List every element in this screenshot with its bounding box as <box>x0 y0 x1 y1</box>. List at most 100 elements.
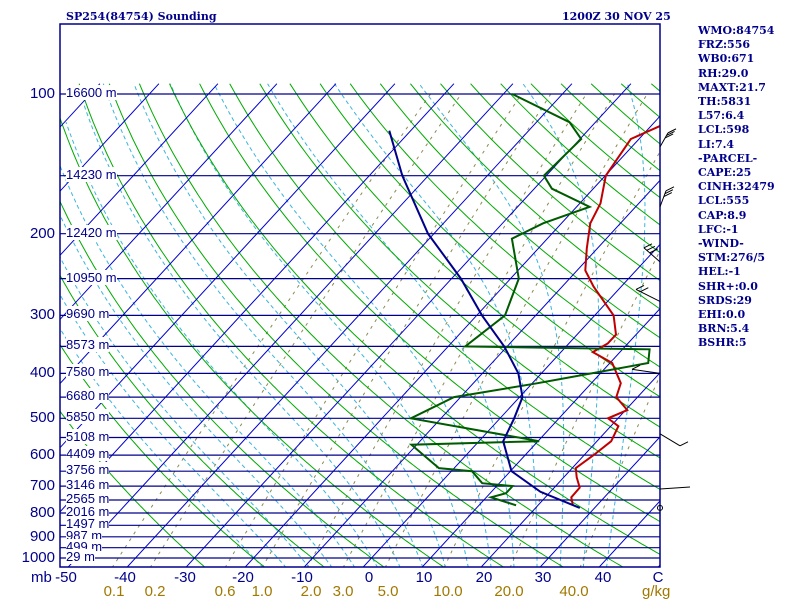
mixing-ratio-line <box>342 93 615 567</box>
stat-line: SRDS:29 <box>698 293 752 307</box>
mixing-ratio-tick-label: 5.0 <box>377 583 399 600</box>
isotherm-line <box>60 83 219 257</box>
height-label: 9690 m <box>66 306 110 322</box>
pressure-tick-label: 900 <box>29 527 55 545</box>
wind-barb <box>635 285 661 302</box>
dry-adiabat-line <box>410 83 660 310</box>
height-label: 2016 m <box>66 504 110 520</box>
stat-line: HEL:-1 <box>698 265 741 279</box>
wind-barb <box>659 433 689 447</box>
dry-adiabat-line <box>772 84 800 568</box>
isotherm-line <box>67 83 514 567</box>
mixing-ratio-tick-label: 40.0 <box>559 583 589 600</box>
dry-adiabat-line <box>199 83 660 523</box>
dry-adiabat-line <box>319 83 660 398</box>
stat-line: WB0:671 <box>698 52 755 66</box>
temperature-tick-label: 40 <box>594 569 612 586</box>
dry-adiabat-line <box>349 83 660 368</box>
height-label: 29 m <box>66 549 95 564</box>
temperature-tick-label: 0 <box>364 569 374 586</box>
stat-line: LCL:598 <box>698 123 750 137</box>
isobars <box>60 93 660 559</box>
stat-line: -PARCEL- <box>698 151 758 165</box>
stat-line: BRN:5.4 <box>698 322 750 336</box>
chart-title: SP254(84754) Sounding <box>66 10 217 23</box>
dry-adiabat-line <box>108 83 565 567</box>
mixing-ratio-line <box>384 93 648 567</box>
dry-adiabat-line <box>229 83 660 490</box>
height-label: 5850 m <box>66 409 110 425</box>
stat-line: CINH:32479 <box>698 180 775 194</box>
moist-adiabat-line <box>60 256 310 567</box>
height-label: 4409 m <box>66 446 110 462</box>
mixing-ratio-tick-label: 0.6 <box>214 583 236 600</box>
temperature-tick-label: -50 <box>55 569 77 586</box>
mixing-ratio-lines <box>111 93 660 567</box>
isotherm-line <box>60 83 337 385</box>
height-label: 8573 m <box>66 337 110 353</box>
stat-line: CAP:8.9 <box>698 208 747 222</box>
pressure-tick-label: 100 <box>29 85 55 102</box>
wind-barb <box>657 504 663 511</box>
pressure-tick-label: 200 <box>29 224 55 242</box>
isotherm-line <box>126 83 573 567</box>
mixing-ratio-tick-label: 0.2 <box>144 583 166 600</box>
mixing-ratio-tick-label: 2.0 <box>300 583 322 600</box>
stat-line: -WIND- <box>698 237 744 251</box>
pressure-tick-label: 700 <box>29 477 55 495</box>
dry-adiabat-line <box>169 83 660 555</box>
wind-barb <box>643 243 661 263</box>
mixing-ratio-tick-label: 1.0 <box>251 583 273 600</box>
frame-border <box>59 23 661 568</box>
height-label: 1497 m <box>66 516 110 532</box>
wind-barbs <box>631 128 691 511</box>
mixing-ratio-line <box>224 93 522 567</box>
profile-series <box>388 93 660 509</box>
moist-adiabat-line <box>102 83 424 567</box>
pressure-tick-label: 1000 <box>21 549 55 566</box>
isotherm-line <box>60 83 396 449</box>
temperature-tick-label: 20 <box>475 569 493 586</box>
dry-adiabat-line <box>379 83 660 339</box>
moist-adiabat-line <box>418 83 565 567</box>
height-label: 5108 m <box>66 428 110 444</box>
height-label: 2565 m <box>66 491 110 507</box>
moist-adiabat-line <box>65 122 378 567</box>
stat-line: CAPE:25 <box>698 166 752 180</box>
dry-adiabats <box>60 83 800 568</box>
stat-line: LI:7.4 <box>698 137 735 151</box>
temperature-tick-label: 30 <box>534 569 552 586</box>
mixing-ratio-unit-label: g/kg <box>642 583 671 600</box>
isotherm-line <box>421 307 660 567</box>
temperature-tick-label: -20 <box>232 569 254 586</box>
stat-line: L57:6.4 <box>698 109 745 123</box>
pressure-tick-label: 500 <box>29 409 55 427</box>
height-label: 6680 m <box>66 388 110 404</box>
stat-line: LFC:-1 <box>698 222 739 236</box>
temperature-tick-label: -30 <box>174 569 196 586</box>
height-label: 10950 m <box>66 269 117 285</box>
pressure-tick-label: 400 <box>29 364 55 382</box>
mixing-ratio-tick-label: 10.0 <box>433 583 463 600</box>
stat-line: RH:29.0 <box>698 66 749 80</box>
height-label: 16600 m <box>66 85 117 100</box>
mixing-ratio-tick-label: 0.1 <box>103 583 125 600</box>
mixing-ratio-tick-label: 3.0 <box>332 583 354 600</box>
dewpoint-profile <box>407 93 651 507</box>
dry-adiabat-line <box>60 274 325 567</box>
height-label: 3756 m <box>66 462 110 478</box>
mixing-ratio-line <box>111 93 431 567</box>
moist-adiabat-line <box>334 83 538 567</box>
mixing-ratio-tick-label: 20.0 <box>494 583 524 600</box>
plot-frame <box>59 23 661 568</box>
mixing-ratio-line <box>149 93 462 567</box>
moist-adiabat-line <box>83 103 401 567</box>
mixing-ratio-line <box>261 93 552 567</box>
wind-barb <box>659 128 677 148</box>
stat-line: SHR+:0.0 <box>698 279 758 293</box>
moist-adiabat-line <box>267 83 515 567</box>
mixing-ratio-line <box>509 249 660 567</box>
dry-adiabat-line <box>60 116 445 567</box>
wind-barb <box>659 186 675 207</box>
stat-line: LCL:555 <box>698 194 750 208</box>
